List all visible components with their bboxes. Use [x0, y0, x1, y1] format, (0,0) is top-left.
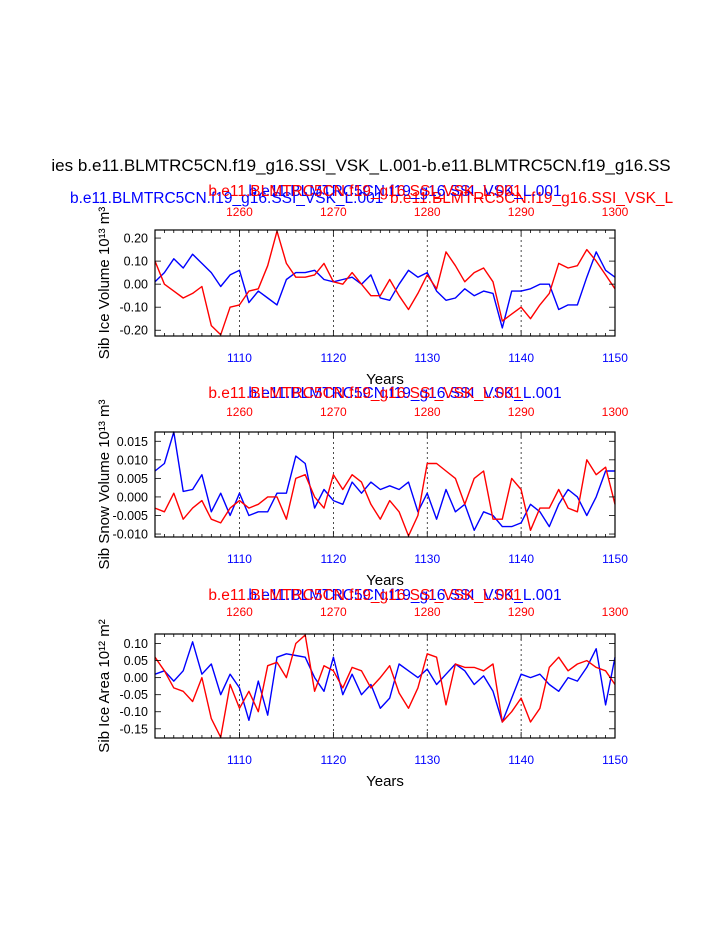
y-tick-label: 0.05 [124, 654, 148, 668]
panel-title-red: b.e11.BLMTRC5CN.f19_g16.SSI_VSK_L.001 [208, 385, 521, 402]
y-tick-label: -0.010 [113, 528, 148, 542]
y-tick-label: -0.15 [120, 722, 149, 736]
x-tick-label-top: 1270 [320, 605, 347, 619]
panel-top-label-right: b.e11.BLMTRC5CN.f19_g16.SSI_VSK_L [390, 190, 674, 207]
x-tick-label-bottom: 1140 [508, 552, 534, 566]
x-tick-label-bottom: 1140 [508, 753, 534, 767]
x-tick-label-bottom: 1140 [508, 351, 534, 365]
y-axis-label: Sib Snow Volume 10¹³ m³ [96, 399, 113, 569]
series-line-red [154, 459, 616, 537]
y-tick-label: -0.10 [120, 705, 149, 719]
y-tick-label: 0.000 [117, 490, 148, 504]
x-tick-label-top: 1280 [414, 205, 441, 219]
series-line-red [154, 634, 616, 738]
panel-title-blue: b.e11.BLMTRC5CN.f19_g16.SSI_VSK_L.001 [248, 183, 561, 200]
panel-3: b.e11.BLMTRC5CN.f19_g16.SSI_VSK_L.001b.e… [96, 587, 629, 790]
x-tick-label-bottom: 1110 [227, 351, 252, 365]
y-tick-label: -0.20 [120, 324, 149, 338]
x-tick-label-bottom: 1110 [227, 552, 252, 566]
x-axis-label: Years [366, 371, 404, 388]
x-tick-label-bottom: 1150 [602, 552, 628, 566]
panel-title-red: b.e11.BLMTRC5CN.f19_g16.SSI_VSK_L.001 [208, 587, 521, 604]
plot-frame [154, 633, 616, 739]
x-tick-label-bottom: 1120 [320, 351, 346, 365]
y-tick-label: 0.20 [124, 232, 148, 246]
x-tick-label-top: 1280 [414, 405, 441, 419]
y-axis-label: Sib Ice Area 10¹² m² [96, 619, 113, 752]
panel-title-red: b.e11.BLMTRC5CN.f19_g16.SSI_VSK_L.001 [208, 183, 521, 200]
plot-frame [154, 229, 616, 337]
y-tick-label: -0.05 [120, 688, 149, 702]
x-tick-label-top: 1260 [226, 205, 253, 219]
x-tick-label-top: 1290 [508, 605, 535, 619]
series-line-red [154, 230, 616, 336]
x-tick-label-top: 1260 [226, 405, 253, 419]
series-line-blue [154, 251, 616, 329]
x-tick-label-bottom: 1130 [414, 351, 440, 365]
series-line-blue [154, 431, 615, 531]
y-tick-label: 0.010 [117, 453, 148, 467]
y-tick-label: 0.00 [124, 671, 148, 685]
x-tick-label-top: 1290 [508, 205, 535, 219]
x-tick-label-top: 1280 [414, 605, 441, 619]
panel-1: b.e11.BLMTRC5CN.f19_g16.SSI_VSK_L.001b.e… [96, 183, 629, 388]
main-title: ies b.e11.BLMTRC5CN.f19_g16.SSI_VSK_L.00… [51, 156, 670, 175]
x-axis-label: Years [366, 773, 404, 790]
x-tick-label-top: 1300 [602, 405, 629, 419]
x-tick-label-top: 1300 [602, 605, 629, 619]
x-tick-label-bottom: 1150 [602, 351, 628, 365]
y-axis-label: Sib Ice Volume 10¹³ m³ [96, 207, 113, 360]
x-tick-label-bottom: 1130 [414, 753, 440, 767]
panel-top-label-left: b.e11.BLMTRC5CN.f19_g16.SSI_VSK_L.001 [70, 190, 383, 207]
x-tick-label-top: 1260 [226, 605, 253, 619]
x-tick-label-bottom: 1120 [320, 753, 346, 767]
y-tick-label: 0.015 [117, 435, 148, 449]
plot-frame [154, 431, 616, 538]
x-tick-label-top: 1270 [320, 205, 347, 219]
x-tick-label-bottom: 1120 [320, 552, 346, 566]
y-tick-label: 0.005 [117, 472, 148, 486]
panel-title-blue: b.e11.BLMTRC5CN.f19_g16.SSI_VSK_L.001 [248, 385, 561, 402]
y-tick-label: 0.00 [124, 278, 148, 292]
x-tick-label-top: 1270 [320, 405, 347, 419]
series-line-blue [154, 641, 616, 723]
y-tick-label: -0.10 [120, 301, 149, 315]
x-tick-label-bottom: 1110 [227, 753, 252, 767]
x-axis-label: Years [366, 572, 404, 589]
y-tick-label: -0.005 [113, 509, 148, 523]
x-tick-label-bottom: 1150 [602, 753, 628, 767]
panel-title-blue: b.e11.BLMTRC5CN.f19_g16.SSI_VSK_L.001 [248, 587, 561, 604]
x-tick-label-bottom: 1130 [414, 552, 440, 566]
y-tick-label: 0.10 [124, 637, 148, 651]
x-tick-label-top: 1290 [508, 405, 535, 419]
x-tick-label-top: 1300 [602, 205, 629, 219]
y-tick-label: 0.10 [124, 255, 148, 269]
panel-2: b.e11.BLMTRC5CN.f19_g16.SSI_VSK_L.001b.e… [96, 385, 629, 589]
